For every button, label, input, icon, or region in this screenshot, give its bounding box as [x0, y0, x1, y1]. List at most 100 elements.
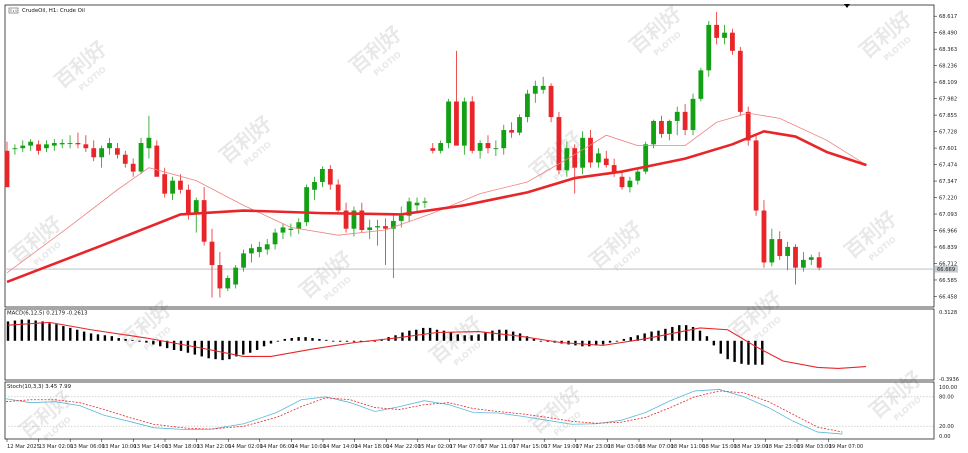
macd-bar — [6, 321, 10, 341]
macd-bar — [276, 340, 280, 342]
candle-body — [698, 70, 704, 99]
candle — [375, 219, 380, 246]
candle — [525, 89, 530, 123]
candle-body — [335, 184, 341, 211]
candle-body — [454, 101, 459, 146]
stoch-axis: 100.00 80.00 20.00 0.00 — [5, 385, 957, 440]
macd-bar — [89, 333, 93, 341]
candle — [509, 122, 515, 138]
candle — [390, 213, 396, 279]
macd-tick-label: -0.3936 — [939, 377, 959, 383]
price-tick-label: 66.712 — [939, 261, 957, 267]
price-tick-label: 67.220 — [939, 195, 957, 201]
price-tick-label: 68.490 — [939, 30, 957, 36]
candle-body — [320, 168, 325, 182]
macd-bar — [463, 335, 466, 341]
candle-body — [264, 244, 270, 250]
candle — [722, 24, 727, 45]
ma-slow-line — [6, 129, 867, 284]
macd-bar — [546, 340, 549, 342]
chart-type-icon[interactable] — [8, 7, 19, 14]
candle — [225, 275, 231, 292]
price-tick-label: 68.109 — [939, 80, 957, 86]
macd-bar — [518, 333, 522, 341]
candle — [580, 131, 586, 175]
macd-bar — [214, 340, 217, 360]
candle — [690, 93, 696, 136]
candle-body — [722, 32, 727, 38]
candle-body — [288, 228, 294, 230]
macd-bar — [304, 337, 307, 341]
macd-bar — [48, 323, 51, 341]
candle-body — [517, 117, 522, 133]
candle-body — [130, 163, 136, 172]
candle-body — [249, 248, 254, 254]
macd-bar — [318, 338, 321, 341]
macd-bar — [131, 339, 134, 341]
candle-body — [75, 143, 81, 145]
candle-body — [28, 141, 34, 146]
candle — [107, 137, 112, 155]
macd-bar — [165, 340, 169, 349]
time-tick-label: 13 Mar 10:00 — [102, 444, 137, 450]
macd-bar — [62, 326, 65, 341]
macd-bar — [691, 326, 695, 341]
candle — [761, 200, 767, 268]
candle-body — [209, 241, 215, 266]
macd-bar — [338, 340, 342, 342]
candle-body — [185, 189, 191, 215]
candle — [477, 140, 483, 159]
macd-bar — [608, 340, 612, 343]
candle-body — [83, 144, 89, 149]
macd-tick-label: 0.3128 — [939, 310, 957, 316]
candle — [146, 115, 152, 159]
macd-bar — [428, 327, 432, 341]
macd-bar — [740, 340, 743, 364]
candle — [595, 148, 601, 168]
macd-bar — [69, 327, 72, 341]
candle-body — [816, 257, 822, 268]
macd-bar — [34, 320, 37, 341]
candle — [28, 139, 34, 151]
candles — [4, 11, 822, 298]
candle — [296, 218, 302, 234]
candle-body — [343, 210, 349, 229]
candle-body — [351, 210, 357, 229]
macd-bar — [20, 319, 24, 341]
candle — [130, 158, 136, 177]
candle-body — [383, 226, 388, 229]
candle — [461, 97, 467, 155]
stoch-signal-line — [5, 390, 843, 433]
candle — [122, 150, 128, 168]
current-price-tag: 66.669 — [935, 265, 958, 273]
candle-body — [406, 201, 412, 216]
candle-body — [580, 137, 586, 168]
macd-bar — [449, 332, 453, 341]
time-tick-label: 18 Mar 07:00 — [639, 444, 674, 450]
candle-body — [272, 232, 278, 245]
candle — [67, 135, 73, 149]
macd-bar — [435, 329, 439, 341]
candle — [651, 119, 656, 149]
candle — [454, 50, 459, 146]
macd-bar — [595, 340, 598, 346]
shift-marker-icon[interactable] — [844, 4, 850, 8]
macd-bar — [172, 340, 176, 350]
candle-body — [114, 148, 120, 155]
candle-body — [304, 187, 310, 223]
macd-bar — [290, 338, 293, 341]
macd-bar — [505, 329, 508, 341]
candle — [59, 139, 65, 149]
stoch-tick-label: 80.00 — [939, 395, 954, 401]
macd-bar — [629, 337, 632, 341]
time-tick-label: 15 Mar 02:00 — [418, 444, 453, 450]
candle — [698, 67, 704, 102]
candle-body — [67, 143, 73, 144]
macd-bar — [477, 334, 480, 341]
